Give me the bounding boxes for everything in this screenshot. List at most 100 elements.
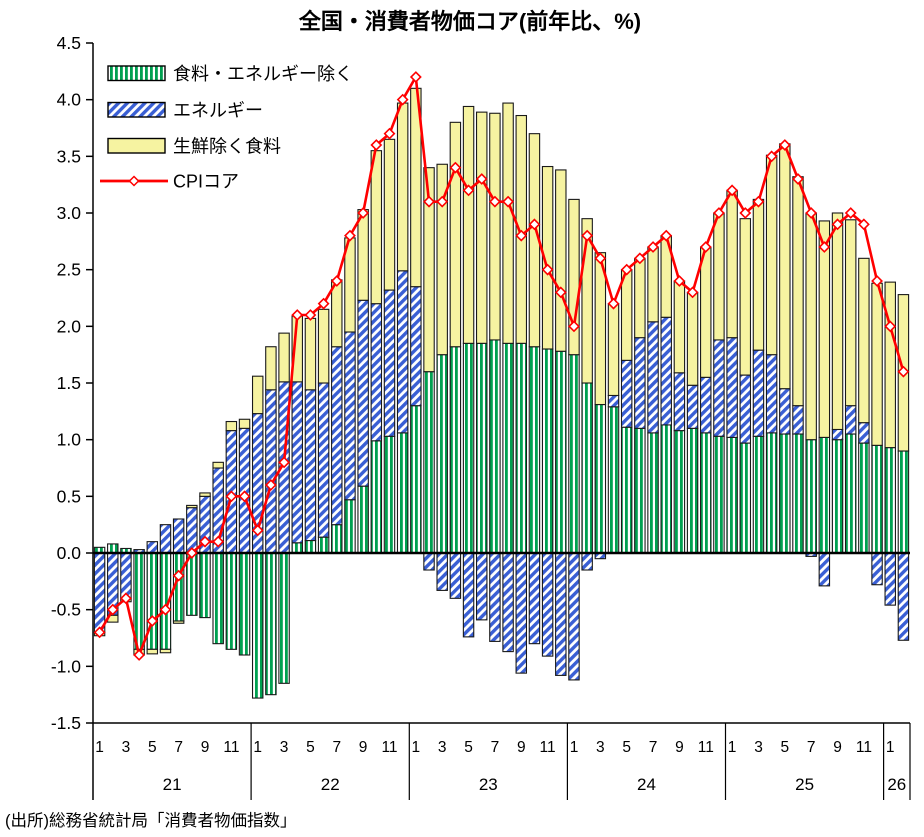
cpi-marker-diamond-icon: [475, 173, 488, 185]
cpi-marker-diamond-icon: [278, 456, 291, 469]
bar-segment-food-ex-fresh: [370, 150, 383, 305]
cpi-marker-diamond-icon: [330, 275, 343, 287]
bar-segment-energy: [541, 552, 554, 657]
bar-segment-ex-food-energy: [871, 444, 883, 554]
cpi-marker-diamond-icon: [502, 195, 515, 208]
bar-segment-energy: [172, 518, 185, 554]
bar-segment-energy: [93, 552, 106, 633]
cpi-marker-diamond-icon: [805, 207, 818, 219]
cpi-marker-diamond-icon: [93, 626, 106, 639]
bar-segment-ex-food-energy: [462, 342, 475, 554]
bar-segment-energy: [818, 552, 831, 587]
cpi-marker-diamond-icon: [357, 207, 370, 219]
cpi-marker-diamond-icon: [238, 490, 251, 503]
bar-segment-food-ex-fresh: [713, 212, 725, 341]
cpi-marker-diamond-icon: [106, 603, 119, 616]
bar-segment-ex-food-energy: [779, 433, 791, 554]
bar-segment-energy: [410, 286, 422, 407]
bar-segment-food-ex-fresh: [489, 112, 501, 341]
month-label: 1: [728, 739, 737, 756]
bar-segment-food-ex-fresh: [515, 114, 528, 344]
bar-segment-ex-food-energy: [541, 348, 554, 554]
legend-label-energy: エネルギー: [173, 101, 263, 121]
cpi-marker-diamond-icon: [712, 207, 725, 219]
bar-segment-energy: [686, 384, 699, 429]
bar-segment-food-ex-fresh: [199, 492, 211, 497]
cpi-marker-diamond-icon: [436, 195, 449, 208]
bar-segment-food-ex-fresh: [383, 138, 396, 291]
cpi-marker-diamond-icon: [317, 297, 330, 310]
month-label: 9: [359, 739, 368, 756]
month-label: 1: [886, 739, 895, 756]
bar-segment-energy: [357, 299, 369, 487]
month-label: 3: [122, 739, 131, 756]
month-label: 3: [754, 739, 763, 756]
bar-segment-food-ex-fresh: [568, 198, 580, 356]
bar-segment-ex-food-energy: [897, 450, 910, 554]
bar-segment-ex-food-energy: [475, 342, 488, 554]
bar-segment-food-ex-fresh: [278, 332, 290, 383]
bar-segment-food-ex-fresh: [423, 167, 435, 373]
y-tick-label: -1.5: [51, 713, 81, 733]
cpi-marker-diamond-icon: [423, 195, 435, 208]
bar-segment-food-ex-fresh: [238, 418, 251, 429]
cpi-marker-diamond-icon: [594, 252, 607, 265]
bar-segment-ex-food-energy: [212, 552, 224, 645]
bar-segment-energy: [673, 372, 686, 432]
bar-segment-food-ex-fresh: [541, 165, 554, 350]
bar-segment-food-ex-fresh: [265, 346, 277, 391]
bar-segment-ex-food-energy: [858, 442, 870, 554]
bar-segment-energy: [739, 374, 752, 444]
month-label: 9: [675, 739, 684, 756]
bar-segment-ex-food-energy: [304, 539, 317, 554]
bar-segment-ex-food-energy: [739, 442, 752, 554]
bar-segment-energy: [475, 552, 488, 621]
cpi-marker-diamond-icon: [871, 275, 883, 287]
bar-segment-energy: [831, 428, 844, 441]
cpi-marker-diamond-icon: [568, 320, 580, 333]
bar-segment-food-ex-fresh: [818, 220, 831, 438]
month-label: 11: [223, 739, 239, 756]
month-label: 1: [253, 739, 262, 756]
cpi-marker-diamond-icon: [660, 229, 673, 242]
bar-segment-energy: [423, 552, 435, 571]
bar-segment-food-ex-fresh: [449, 121, 462, 348]
bar-segment-energy: [304, 389, 317, 542]
y-tick-label: 3.5: [57, 146, 81, 166]
bar-segment-ex-food-energy: [555, 350, 567, 554]
bar-segment-ex-food-energy: [726, 436, 738, 554]
year-label: 24: [637, 775, 656, 794]
legend-swatch-ex-food-energy: [107, 65, 166, 82]
bar-segment-ex-food-energy: [765, 432, 778, 554]
cpi-marker-diamond-icon: [462, 184, 475, 197]
y-tick-label: -0.5: [51, 600, 81, 620]
bar-segment-ex-food-energy: [238, 552, 251, 656]
bar-segment-energy: [779, 388, 791, 435]
month-label: 11: [698, 739, 714, 756]
bar-segment-ex-food-energy: [317, 536, 330, 554]
year-label: 26: [887, 775, 906, 794]
cpi-marker-diamond-icon: [409, 71, 422, 83]
bar-segment-energy: [265, 389, 277, 554]
year-label: 22: [321, 775, 340, 794]
bar-segment-energy: [620, 359, 633, 428]
cpi-marker-diamond-icon: [765, 150, 778, 163]
bar-segment-energy: [555, 552, 567, 676]
bar-segment-food-ex-fresh: [159, 648, 172, 654]
legend-label-cpi-core: CPIコア: [173, 172, 239, 192]
cpi-marker-diamond-icon: [120, 592, 132, 605]
month-label: 11: [856, 739, 872, 756]
bar-segment-ex-food-energy: [620, 426, 633, 554]
bar-segment-ex-food-energy: [700, 432, 712, 554]
cpi-marker-diamond-icon: [831, 218, 844, 231]
bar-segment-ex-food-energy: [449, 346, 462, 554]
cpi-marker-diamond-icon: [818, 241, 831, 253]
month-label: 7: [332, 739, 341, 756]
bar-segment-energy: [436, 552, 448, 591]
bar-segment-energy: [765, 354, 778, 434]
y-tick-label: -1.0: [51, 656, 81, 676]
bar-segment-food-ex-fresh: [172, 620, 185, 624]
bar-segment-food-ex-fresh: [779, 143, 791, 390]
bar-segment-energy: [462, 552, 475, 638]
bar-segment-energy: [317, 382, 330, 538]
